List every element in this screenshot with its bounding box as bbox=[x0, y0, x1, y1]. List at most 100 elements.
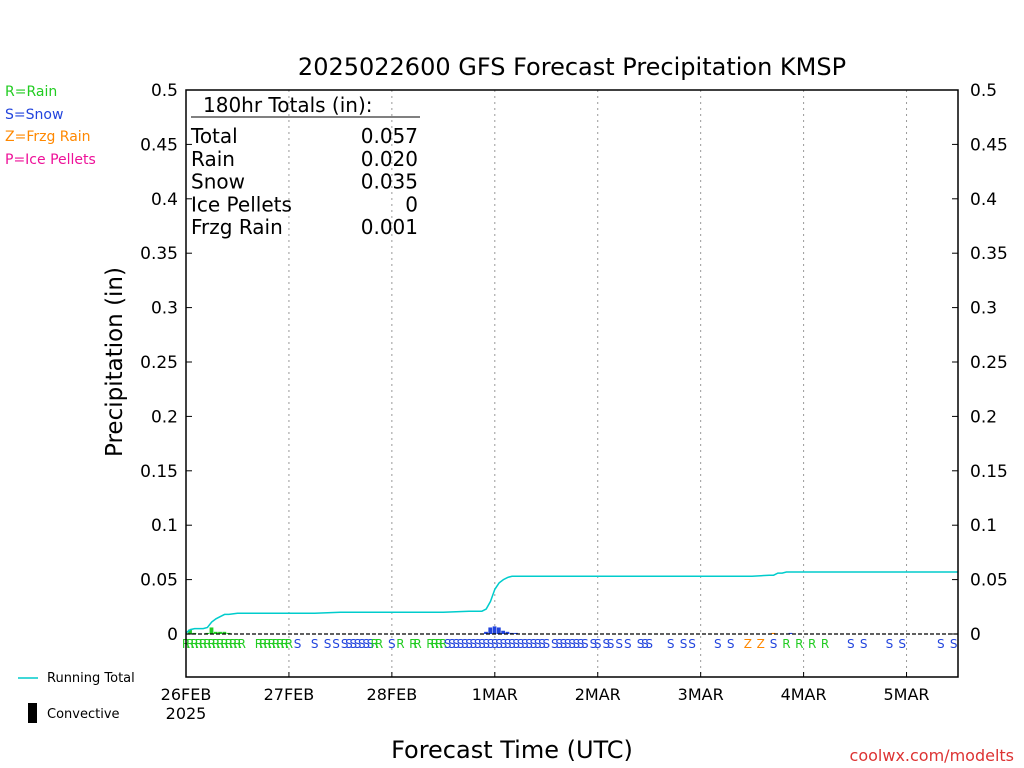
y-tick-label: 0.05 bbox=[140, 571, 178, 591]
precip-type-marker: S bbox=[367, 637, 375, 651]
chart-title: 2025022600 GFS Forecast Precipitation KM… bbox=[298, 53, 846, 81]
totals-row-label: Total bbox=[190, 124, 238, 148]
precip-type-marker: S bbox=[341, 637, 349, 651]
precip-type-marker: S bbox=[349, 637, 357, 651]
precip-type-marker: S bbox=[594, 637, 602, 651]
precip-type-marker: R bbox=[238, 637, 246, 651]
precip-type-marker: S bbox=[572, 637, 580, 651]
precip-type-marker: Z bbox=[757, 637, 765, 651]
precip-bar bbox=[213, 631, 218, 634]
precip-type-marker: R bbox=[225, 637, 233, 651]
x-tick-label: 3MAR bbox=[678, 685, 724, 704]
legend-snow: S=Snow bbox=[5, 107, 63, 123]
y-axis-label: Precipitation (in) bbox=[102, 267, 128, 457]
precip-type-marker: R bbox=[195, 637, 203, 651]
precip-type-marker: R bbox=[216, 637, 224, 651]
precip-type-marker: S bbox=[551, 637, 559, 651]
x-gridlines bbox=[288, 90, 908, 677]
plot-frame bbox=[185, 89, 959, 678]
y-tick-label-right: 0.3 bbox=[970, 299, 997, 319]
y-tick-label: 0.35 bbox=[140, 244, 178, 264]
precip-type-marker: S bbox=[950, 637, 958, 651]
precip-type-marker: S bbox=[512, 637, 520, 651]
totals-row-label: Ice Pellets bbox=[191, 192, 292, 216]
precip-type-marker: S bbox=[538, 637, 546, 651]
precip-type-marker: S bbox=[324, 637, 332, 651]
precip-bar bbox=[484, 631, 488, 634]
precip-bar bbox=[514, 632, 518, 634]
precip-bar bbox=[492, 626, 497, 634]
precip-type-marker: S bbox=[637, 637, 645, 651]
precip-bar bbox=[222, 631, 227, 634]
precip-type-marker: R bbox=[233, 637, 241, 651]
precip-type-marker: S bbox=[555, 637, 563, 651]
x-tick-label: 2MAR bbox=[575, 685, 621, 704]
precip-type-marker: S bbox=[727, 637, 735, 651]
precip-type-legend: R=Rain S=Snow Z=Frzg Rain P=Ice Pellets bbox=[5, 84, 96, 168]
y-tick-label: 0 bbox=[167, 625, 178, 645]
precip-type-marker: S bbox=[470, 637, 478, 651]
precip-type-marker: S bbox=[482, 637, 490, 651]
legend-running-total-label: Running Total bbox=[47, 671, 135, 686]
x-axis-ticks: 26FEB 27FEB 28FEB 1MAR 2MAR 3MAR 4MAR 5MAR bbox=[161, 672, 930, 704]
precip-type-marker: S bbox=[517, 637, 525, 651]
precip-bar bbox=[488, 627, 493, 634]
precip-bar bbox=[771, 632, 776, 634]
precip-type-marker: R bbox=[263, 637, 271, 651]
precip-type-marker: S bbox=[645, 637, 653, 651]
precip-type-marker: S bbox=[568, 637, 576, 651]
precip-type-marker: S bbox=[770, 637, 778, 651]
y-tick-label-right: 0.4 bbox=[970, 190, 997, 210]
y-tick-label: 0.15 bbox=[140, 462, 178, 482]
totals-row-value: 0.035 bbox=[361, 170, 418, 194]
precip-type-marker: S bbox=[714, 637, 722, 651]
credit-link[interactable]: coolwx.com/modelts bbox=[850, 746, 1014, 765]
y-tick-label-right: 0.15 bbox=[970, 462, 1008, 482]
precip-type-marker: S bbox=[354, 637, 362, 651]
precip-type-marker: R bbox=[371, 637, 379, 651]
totals-header: 180hr Totals (in): bbox=[203, 93, 373, 117]
precip-type-marker: S bbox=[680, 637, 688, 651]
precip-type-marker: S bbox=[452, 637, 460, 651]
precip-type-marker: S bbox=[461, 637, 469, 651]
bottom-legend: Running Total Convective bbox=[18, 671, 135, 723]
precip-type-marker: R bbox=[413, 637, 421, 651]
totals-row-value: 0.001 bbox=[361, 215, 418, 239]
precip-type-marker: S bbox=[860, 637, 868, 651]
y-tick-label: 0.1 bbox=[151, 516, 178, 536]
y-tick-label-right: 0 bbox=[970, 625, 981, 645]
precip-type-marker: S bbox=[688, 637, 696, 651]
totals-row-label: Frzg Rain bbox=[191, 215, 283, 239]
precip-type-marker: S bbox=[937, 637, 945, 651]
precip-type-marker: S bbox=[615, 637, 623, 651]
x-tick-label: 26FEB bbox=[161, 685, 212, 704]
precip-type-marker: S bbox=[487, 637, 495, 651]
y-tick-label: 0.2 bbox=[151, 407, 178, 427]
precip-type-marker: R bbox=[375, 637, 383, 651]
precip-type-marker: S bbox=[311, 637, 319, 651]
x-axis-year: 2025 bbox=[166, 704, 207, 723]
precip-type-marker: S bbox=[444, 637, 452, 651]
precip-bars bbox=[188, 626, 793, 634]
precip-bar bbox=[496, 627, 501, 634]
y-tick-label: 0.25 bbox=[140, 353, 178, 373]
precip-type-marker: S bbox=[542, 637, 550, 651]
precip-bar bbox=[788, 632, 793, 634]
precip-type-marker: R bbox=[208, 637, 216, 651]
precip-type-marker: R bbox=[212, 637, 220, 651]
precip-type-marker: S bbox=[478, 637, 486, 651]
precip-type-marker: S bbox=[345, 637, 353, 651]
precip-type-marker: S bbox=[534, 637, 542, 651]
y-tick-label-right: 0.35 bbox=[970, 244, 1008, 264]
precip-type-marker: R bbox=[285, 637, 293, 651]
precip-type-marker: S bbox=[332, 637, 340, 651]
y-tick-label-right: 0.2 bbox=[970, 407, 997, 427]
totals-row-value: 0.057 bbox=[361, 124, 418, 148]
precip-type-marker: R bbox=[190, 637, 198, 651]
totals-rows: Total 0.057 Rain 0.020 Snow 0.035 Ice Pellets 0… bbox=[190, 124, 418, 239]
precip-type-marker: S bbox=[886, 637, 894, 651]
precip-type-marker: S bbox=[508, 637, 516, 651]
y-tick-label-right: 0.05 bbox=[970, 571, 1008, 591]
x-tick-label: 4MAR bbox=[781, 685, 827, 704]
